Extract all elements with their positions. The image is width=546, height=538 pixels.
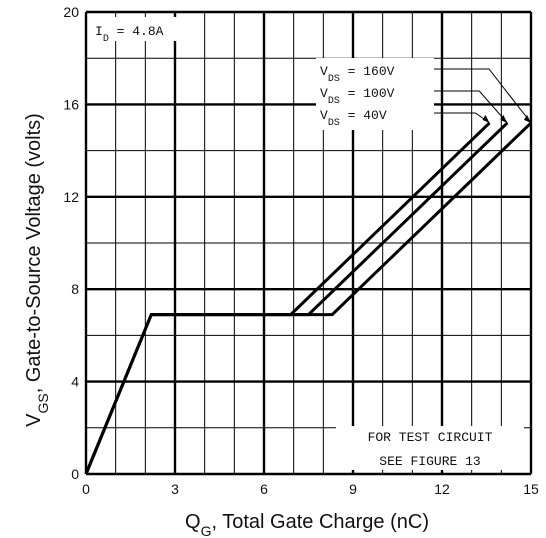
x-axis-title-main: Q	[185, 511, 201, 533]
y-axis-title-rest: , Gate-to-Source Voltage (volts)	[23, 113, 45, 393]
x-axis-title: QG, Total Gate Charge (nC)	[185, 511, 429, 538]
x-tick-label-6: 6	[260, 481, 268, 497]
y-axis-title-main: V	[23, 413, 45, 427]
legend-entry-100v: VDS = 100V	[320, 86, 395, 107]
legend-pointer-1	[434, 90, 508, 124]
y-tick-label-4: 4	[71, 374, 79, 390]
y-tick-label-20: 20	[63, 4, 79, 20]
note-line-1: FOR TEST CIRCUIT	[368, 430, 493, 445]
legend-pointers	[434, 68, 532, 124]
x-tick-label-0: 0	[82, 481, 90, 497]
y-tick-label-8: 8	[71, 281, 79, 297]
condition-main: I	[95, 24, 103, 39]
legend-pointer-arrow-2	[482, 114, 490, 123]
legend: VDS = 160V VDS = 100V VDS = 40V	[316, 58, 434, 130]
x-tick-label-3: 3	[171, 481, 179, 497]
y-axis-title: VGS, Gate-to-Source Voltage (volts)	[23, 113, 51, 427]
svg-text:ID = 4.8A: ID = 4.8A	[95, 24, 164, 45]
y-tick-label-12: 12	[63, 189, 79, 205]
x-tick-label-15: 15	[523, 481, 539, 497]
legend-pointer-0	[434, 68, 532, 124]
condition-annotation: ID = 4.8A	[91, 17, 197, 45]
tick-labels: 0 3 6 9 12 15 0 4 8 12 16 20	[63, 4, 539, 497]
condition-rest: = 4.8A	[109, 24, 164, 39]
x-axis-title-rest: , Total Gate Charge (nC)	[211, 511, 429, 533]
legend-entry-40v: VDS = 40V	[320, 108, 387, 129]
note-line-2: SEE FIGURE 13	[379, 454, 480, 469]
x-axis-title-sub: G	[201, 523, 212, 538]
series-lines	[84, 121, 533, 475]
test-circuit-note: FOR TEST CIRCUIT SEE FIGURE 13	[336, 426, 524, 470]
legend-entry-160v: VDS = 160V	[320, 64, 395, 85]
grid	[84, 10, 533, 476]
condition-sub: D	[103, 34, 109, 45]
x-tick-label-12: 12	[434, 481, 450, 497]
series-line-1	[84, 121, 509, 475]
legend-pointer-arrow-1	[500, 114, 508, 123]
legend-pointer-arrow-0	[524, 114, 531, 123]
x-tick-label-9: 9	[349, 481, 357, 497]
y-axis-title-sub: GS	[35, 393, 51, 413]
series-line-2	[84, 121, 491, 475]
y-tick-label-0: 0	[71, 466, 79, 482]
y-tick-label-16: 16	[63, 96, 79, 112]
